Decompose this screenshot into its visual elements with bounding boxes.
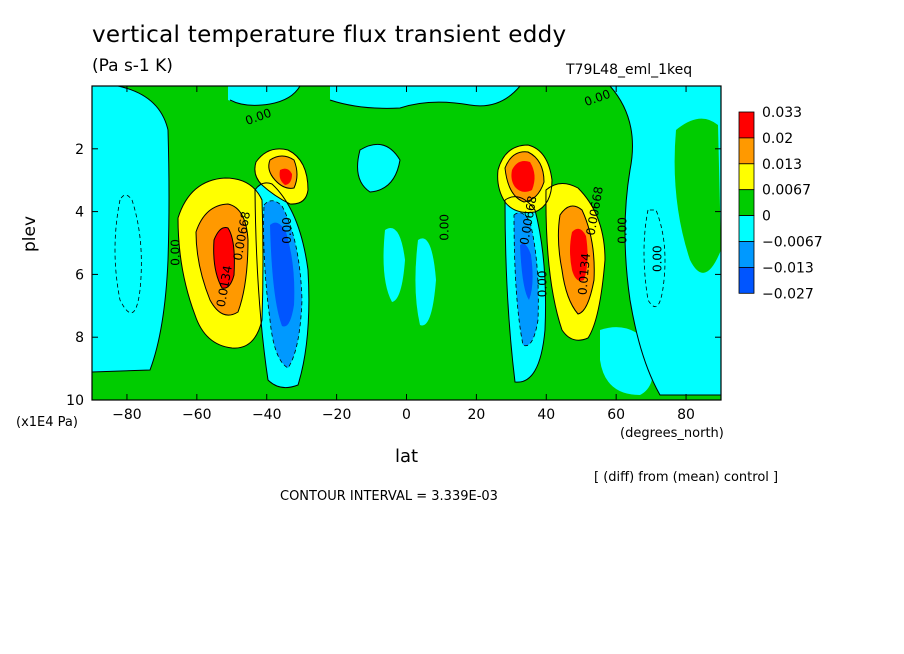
contour-line [545, 183, 606, 341]
contour-label: 0.00 [616, 217, 630, 244]
contour-zero-line [329, 86, 521, 109]
contour-line [177, 177, 264, 349]
region-neg-center3 [415, 238, 436, 326]
region-neg-southpole [92, 86, 169, 372]
region-neg-top-center [330, 86, 520, 109]
x-tick-label: 60 [607, 407, 625, 423]
colorbar-swatch [738, 137, 755, 165]
x-tick-label: 0 [402, 407, 411, 423]
colorbar-swatch [738, 241, 755, 268]
x-tick-label: 20 [467, 407, 485, 423]
contour-zero-line [229, 86, 301, 106]
colorbar-swatch [738, 266, 755, 294]
contour-line [497, 144, 553, 213]
contour-line [195, 203, 249, 316]
contour-line [268, 155, 298, 189]
contour-label: 0.0134 [575, 253, 593, 296]
contour-label: 0.00 [535, 270, 549, 297]
region-neg3-north [520, 243, 533, 300]
diff-annotation: [ (diff) from (mean) control ] [594, 470, 779, 485]
contour-label: 0.00 [651, 245, 665, 272]
x-tick-label: −80 [112, 407, 142, 423]
contour-interval: CONTOUR INTERVAL = 3.339E-03 [280, 489, 498, 504]
region-neg-center1 [357, 144, 400, 192]
contour-zero-line [504, 196, 547, 383]
colorbar-swatch [738, 163, 755, 191]
y-tick-label: 2 [75, 142, 84, 158]
contour-line [557, 205, 595, 315]
contour-line [213, 227, 235, 289]
x-tick-label: −20 [322, 407, 352, 423]
y-tick-label: 4 [75, 205, 84, 221]
chart-units: (Pa s-1 K) [92, 56, 173, 76]
colorbar-label: 0.02 [762, 131, 793, 147]
x-tick-label: −40 [252, 407, 282, 423]
colorbar-swatch [738, 111, 755, 139]
y-tick-label: 8 [75, 330, 84, 346]
colorbar: 0.033 0.02 0.013 0.0067 0 −0.0067 −0.013 −0.027 [738, 105, 823, 302]
x-tick-label: 40 [537, 407, 555, 423]
contour-zero-line [92, 86, 170, 373]
y-axis: 2 4 6 8 10 [66, 142, 721, 409]
contour-label: 0.00 [168, 239, 182, 266]
contour-dashed-line [263, 200, 303, 369]
colorbar-label: 0.033 [762, 105, 802, 121]
colorbar-swatch [738, 215, 755, 242]
contour-zero-line [254, 182, 310, 389]
colorbar-swatch [738, 189, 755, 216]
contour-zero-line [357, 143, 401, 193]
contour-zero-line [609, 86, 721, 396]
colorbar-label: 0 [762, 209, 771, 225]
x-axis: −80 −60 −40 −20 0 20 40 60 80 [112, 86, 695, 423]
contour-field [92, 86, 721, 400]
region-pos3-south-upper [279, 168, 292, 185]
x-axis-unit: (degrees_north) [620, 426, 724, 441]
contour-label: 0.00 [437, 214, 451, 241]
region-pos3-north-upper [511, 161, 535, 192]
chart-title: vertical temperature flux transient eddy [92, 22, 567, 48]
region-pos3-north-lobe [570, 228, 588, 281]
y-tick-label: 10 [66, 393, 84, 409]
region-neg3-south [270, 222, 295, 327]
run-label: T79L48_eml_1keq [566, 62, 693, 78]
contour-line [254, 148, 309, 205]
colorbar-label: 0.0067 [762, 183, 811, 199]
y-tick-label: 6 [75, 267, 84, 283]
contour-dashed-line [114, 194, 142, 314]
colorbar-label: 0.013 [762, 157, 802, 173]
y-axis-unit: (x1E4 Pa) [16, 415, 78, 430]
y-axis-label: plev [20, 215, 41, 253]
region-pos-northpole-patch [674, 118, 721, 273]
contour-label: 0.00 [280, 217, 294, 244]
x-axis-label: lat [395, 446, 419, 467]
region-pos3-south-lobe [213, 227, 235, 289]
contour-dashed-line [513, 212, 539, 347]
colorbar-label: −0.0067 [762, 235, 823, 251]
x-tick-label: 80 [677, 407, 695, 423]
colorbar-label: −0.013 [762, 260, 814, 276]
colorbar-label: −0.027 [762, 286, 814, 302]
region-neg-center2 [383, 228, 405, 302]
x-tick-label: −60 [182, 407, 212, 423]
